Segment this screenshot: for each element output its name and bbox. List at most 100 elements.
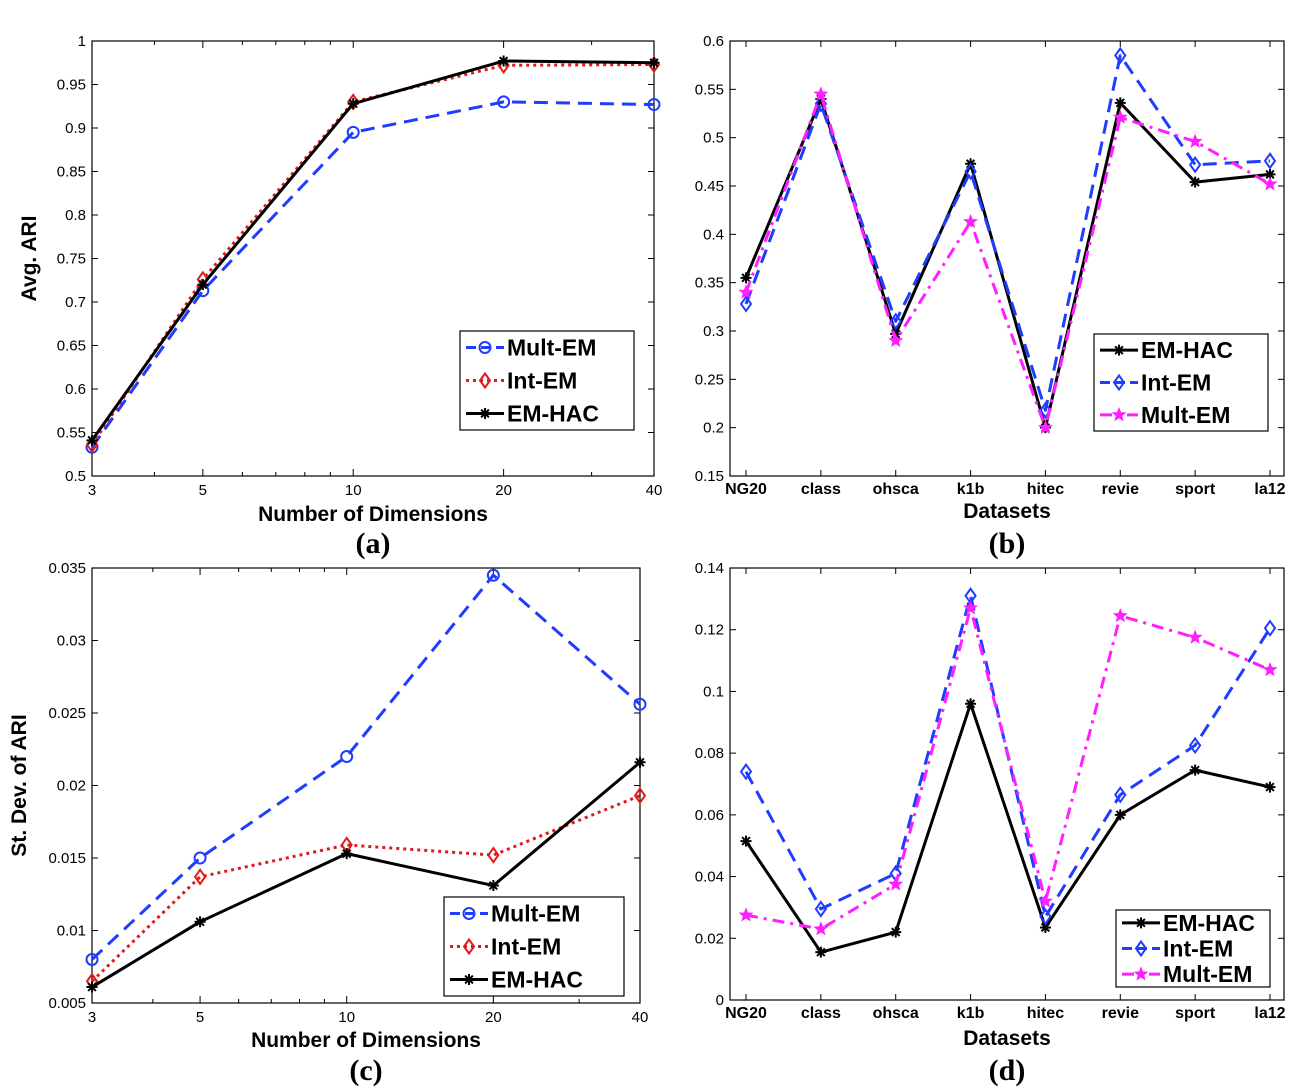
legend-label: EM-HAC — [491, 967, 583, 993]
legend-marker — [478, 341, 492, 354]
series-line-em-hac — [744, 702, 1271, 954]
y-tick-label: 0.035 — [48, 560, 86, 577]
data-point-mult-em — [486, 568, 500, 582]
x-category-label: class — [801, 1005, 841, 1022]
data-point-mult-em — [346, 125, 360, 139]
legend-marker — [1113, 344, 1125, 356]
chart-b: 0.15 0.2 0.25 0.3 0.35 0.4 0.45 0.5 0.55 0.6 NG20 c… — [695, 33, 1286, 560]
data-point-mult-em — [1262, 661, 1278, 677]
legend-label: Int-EM — [507, 368, 577, 394]
y-tick-label: 0.7 — [65, 294, 86, 311]
y-tick-label: 0.02 — [695, 930, 724, 947]
y-tick-label: 0.015 — [48, 850, 86, 867]
legend: Mult-EM Int-EM EM-HAC — [459, 330, 635, 431]
legend: EM-HAC Int-EM Mult-EM — [1093, 333, 1269, 432]
y-tick-label: 0.15 — [695, 468, 724, 485]
x-axis-title: Datasets — [963, 500, 1051, 523]
y-tick-label: 0.55 — [695, 81, 724, 98]
y-tick-label: 0.35 — [695, 275, 724, 292]
y-tick-label: 0.08 — [695, 745, 724, 762]
data-point-int-em — [193, 868, 207, 886]
data-point-em-hac — [86, 981, 98, 993]
x-tick-label: 10 — [338, 1009, 355, 1026]
y-tick-label: 0.04 — [695, 869, 724, 886]
data-point-mult-em — [1187, 133, 1203, 148]
y-tick-label: 0.005 — [48, 995, 86, 1012]
y-tick-label: 0.45 — [695, 178, 724, 195]
data-point-em-hac — [197, 279, 209, 291]
x-category-label: ohsca — [873, 481, 919, 498]
data-point-mult-em — [813, 86, 829, 101]
data-point-int-em — [739, 762, 753, 781]
data-point-mult-em — [888, 332, 904, 348]
data-point-int-em — [814, 900, 828, 918]
y-tick-label: 0.01 — [57, 923, 86, 940]
x-tick-label: 40 — [646, 482, 663, 499]
data-point-mult-em — [813, 921, 829, 936]
data-point-em-hac — [648, 57, 660, 69]
y-tick-label: 0.06 — [695, 807, 724, 824]
data-point-mult-em — [1262, 176, 1278, 191]
y-tick-label: 0.95 — [57, 77, 86, 94]
x-category-label: revie — [1102, 481, 1139, 498]
data-point-mult-em — [738, 284, 754, 299]
legend-label: Int-EM — [491, 934, 561, 960]
data-point-mult-em — [85, 953, 99, 966]
y-tick-label: 0.5 — [65, 468, 86, 485]
y-tick-label: 0.55 — [57, 425, 86, 442]
data-point-em-hac — [341, 848, 353, 860]
y-tick-label: 0.25 — [695, 371, 724, 388]
data-point-em-hac — [1039, 921, 1051, 933]
y-tick-label: 0.75 — [57, 251, 86, 268]
x-category-label: hitec — [1027, 481, 1064, 498]
data-point-em-hac — [890, 926, 902, 938]
y-tick-label: 0.5 — [703, 130, 724, 147]
data-point-em-hac — [86, 434, 98, 446]
data-point-em-hac — [1189, 764, 1201, 776]
data-point-em-hac — [815, 946, 827, 958]
data-point-mult-em — [963, 600, 979, 615]
y-axis-title: Avg. ARI — [18, 216, 41, 302]
data-point-int-em — [1263, 619, 1277, 637]
data-point-int-em — [889, 312, 902, 331]
data-point-int-em — [633, 786, 647, 805]
legend-label: EM-HAC — [507, 401, 599, 427]
x-axis-title: Datasets — [963, 1027, 1051, 1050]
data-point-em-hac — [1264, 781, 1276, 793]
data-point-mult-em — [1112, 109, 1128, 124]
x-category-label: k1b — [957, 1005, 985, 1022]
legend-marker — [1135, 917, 1147, 929]
data-point-mult-em — [888, 876, 904, 891]
y-tick-label: 1 — [78, 33, 86, 50]
data-point-em-hac — [965, 698, 977, 710]
legend: Mult-EM Int-EM EM-HAC — [443, 896, 625, 997]
x-axis-title: Number of Dimensions — [258, 503, 488, 526]
data-point-em-hac — [347, 98, 359, 110]
x-category-label: sport — [1175, 481, 1216, 498]
series-line-mult-em — [745, 606, 1271, 931]
chart-c: 0.005 0.01 0.015 0.02 0.025 0.03 0.035 3 5 10 20 40… — [8, 560, 648, 1087]
legend-marker — [479, 408, 491, 419]
data-point-em-hac — [498, 55, 510, 67]
x-category-label: revie — [1102, 1005, 1139, 1022]
x-tick-label: 20 — [485, 1009, 502, 1026]
y-tick-label: 0.12 — [695, 622, 724, 639]
y-tick-label: 0.3 — [703, 323, 724, 340]
series-line-mult-em — [90, 573, 641, 961]
data-point-em-hac — [740, 835, 752, 847]
data-point-mult-em — [647, 98, 661, 112]
x-tick-label: 3 — [88, 482, 96, 499]
data-point-int-em — [1263, 152, 1277, 170]
panel-label: (c) — [349, 1054, 382, 1087]
data-point-mult-em — [738, 907, 754, 922]
y-tick-label: 0 — [716, 992, 724, 1009]
y-tick-label: 0.03 — [57, 633, 86, 650]
x-category-label: NG20 — [725, 1005, 767, 1022]
legend-label: EM-HAC — [1141, 337, 1233, 363]
x-category-label: k1b — [957, 481, 985, 498]
data-point-int-em — [739, 295, 753, 313]
legend-label: EM-HAC — [1163, 910, 1255, 936]
data-point-em-hac — [740, 272, 752, 284]
legend-label: Mult-EM — [1163, 961, 1252, 987]
data-point-em-hac — [487, 880, 499, 892]
